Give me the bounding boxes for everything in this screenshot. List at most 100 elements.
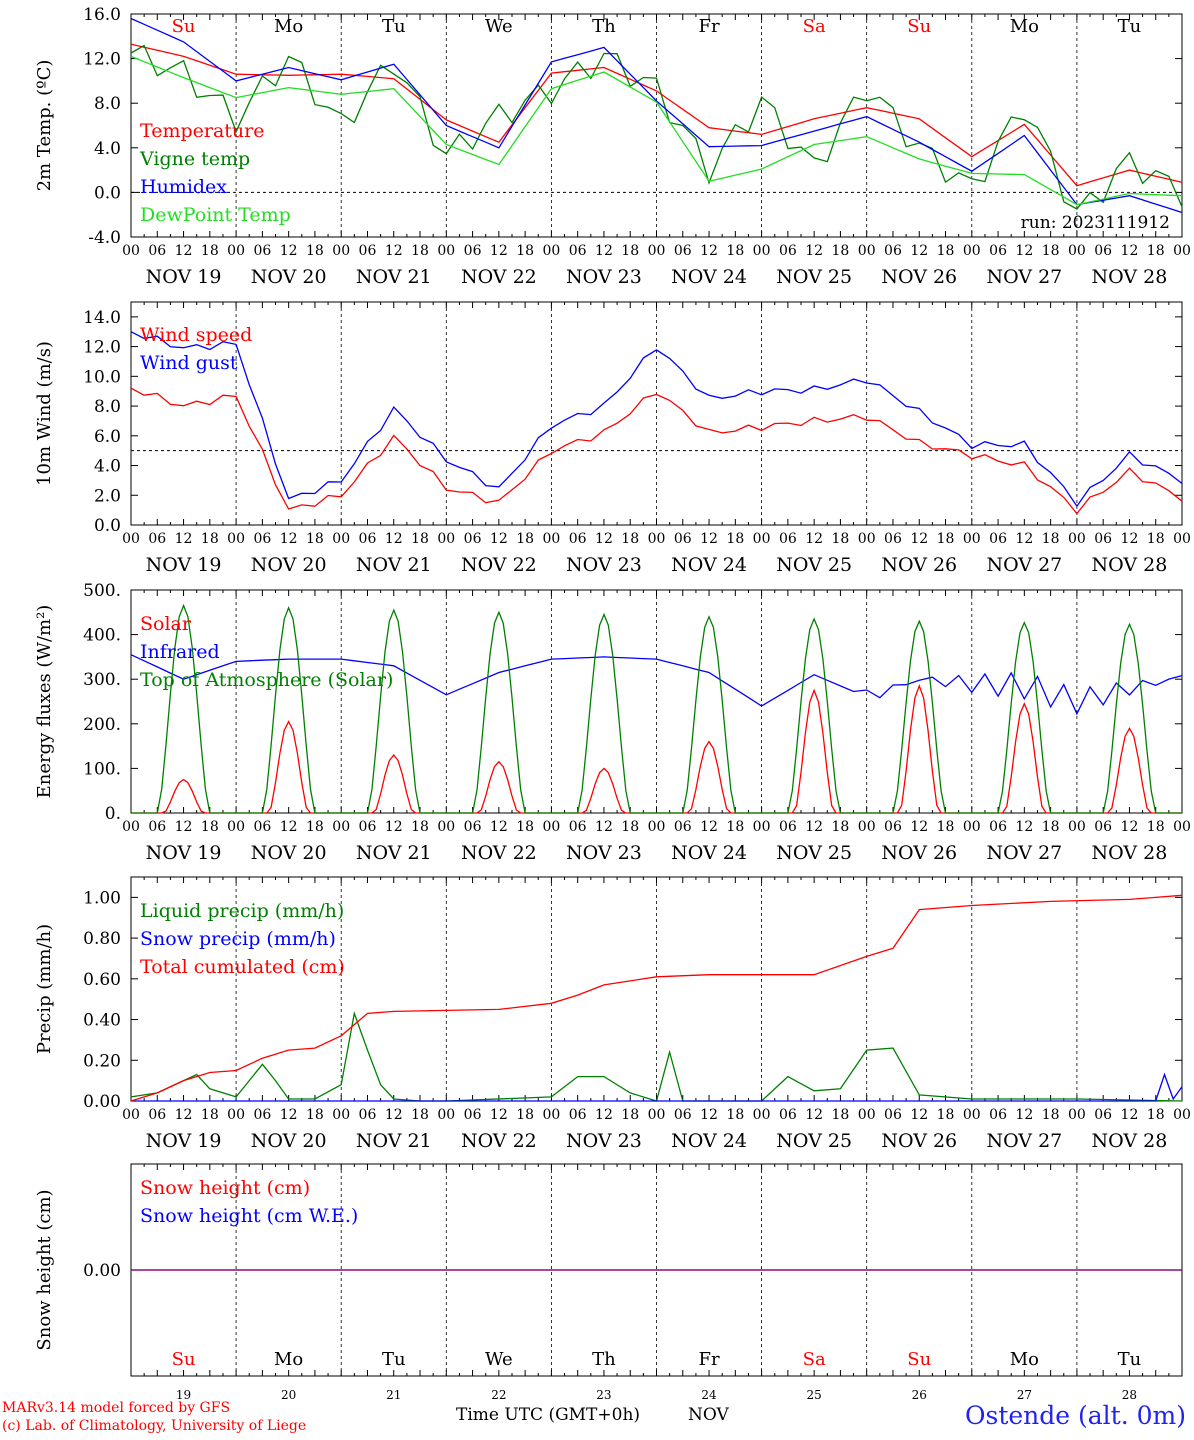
hour-tick-label: 06	[884, 819, 902, 835]
hour-tick-label: 12	[385, 1107, 403, 1123]
y-tick-label: 12.0	[83, 338, 121, 358]
hour-tick-label: 00	[1068, 1107, 1086, 1123]
y-axis-label: 2m Temp. (ºC)	[34, 60, 55, 192]
hour-tick-label: 18	[726, 243, 744, 259]
day-label: NOV 22	[461, 266, 537, 288]
hour-tick-label: 06	[359, 531, 377, 547]
hour-tick-label: 18	[201, 1107, 219, 1123]
weekday-label: Su	[172, 16, 196, 37]
hour-tick-label: 18	[1147, 531, 1165, 547]
hour-tick-label: 12	[175, 531, 193, 547]
weekday-label: Mo	[274, 1349, 303, 1370]
hour-tick-label: 00	[963, 531, 981, 547]
hour-tick-label: 06	[569, 1107, 587, 1123]
hour-tick-label: 00	[648, 243, 666, 259]
hour-tick-label: 18	[306, 531, 324, 547]
day-label: NOV 20	[251, 266, 327, 288]
legend-entry: Snow precip (mm/h)	[140, 928, 336, 950]
hour-tick-label: 18	[306, 243, 324, 259]
hour-tick-label: 00	[542, 531, 560, 547]
y-tick-label: 200.	[83, 715, 121, 735]
weekday-label: Mo	[1010, 16, 1039, 37]
y-tick-label: 0.60	[83, 970, 121, 990]
hour-tick-label: 18	[1147, 243, 1165, 259]
hour-tick-label: 00	[122, 531, 140, 547]
hour-tick-label: 00	[858, 531, 876, 547]
hour-tick-label: 12	[1121, 1107, 1139, 1123]
y-tick-label: 0.	[105, 804, 121, 824]
weekday-label: Tu	[382, 16, 406, 37]
day-label: NOV 23	[566, 842, 642, 864]
hour-tick-label: 00	[1173, 819, 1191, 835]
y-tick-label: 0.00	[83, 1092, 121, 1112]
panel-2	[130, 301, 1183, 526]
hour-tick-label: 06	[148, 819, 166, 835]
day-label: NOV 23	[566, 266, 642, 288]
day-label: NOV 26	[881, 554, 957, 576]
legend-entry: Wind gust	[140, 352, 238, 374]
y-tick-label: 0.0	[94, 516, 121, 536]
y-axis-label: Energy fluxes (W/m²)	[34, 605, 55, 799]
hour-tick-label: 00	[753, 819, 771, 835]
day-label: NOV 21	[356, 1130, 432, 1152]
hour-tick-label: 06	[569, 819, 587, 835]
hour-tick-label: 18	[516, 1107, 534, 1123]
weekday-label: Mo	[1010, 1349, 1039, 1370]
legend-entry: Vigne temp	[139, 148, 250, 170]
hour-tick-label: 12	[595, 243, 613, 259]
y-tick-label: 0.20	[83, 1051, 121, 1071]
hour-tick-label: 18	[726, 531, 744, 547]
day-label: NOV 21	[356, 554, 432, 576]
hour-tick-label: 06	[884, 1107, 902, 1123]
day-number-label: 23	[596, 1388, 611, 1402]
hour-tick-label: 06	[674, 531, 692, 547]
hour-tick-label: 18	[726, 819, 744, 835]
hour-tick-label: 12	[280, 819, 298, 835]
hour-tick-label: 18	[1042, 1107, 1060, 1123]
hour-tick-label: 18	[411, 1107, 429, 1123]
weekday-label: Su	[172, 1349, 196, 1370]
series-line-wind-speed	[130, 387, 1183, 515]
hour-tick-label: 06	[148, 531, 166, 547]
panel-4	[130, 876, 1183, 1102]
hour-tick-label: 18	[937, 243, 955, 259]
hour-tick-label: 06	[148, 1107, 166, 1123]
legend-entry: Top of Atmosphere (Solar)	[140, 669, 393, 691]
hour-tick-label: 18	[621, 1107, 639, 1123]
hour-tick-label: 18	[832, 531, 850, 547]
series-line-vigne-temp	[130, 44, 1183, 210]
hour-tick-label: 18	[411, 243, 429, 259]
day-label: NOV 23	[566, 554, 642, 576]
hour-tick-label: 06	[779, 531, 797, 547]
y-tick-label: 4.0	[94, 139, 121, 159]
y-tick-label: 300.	[83, 670, 121, 690]
weekday-label: We	[485, 1349, 513, 1370]
hour-tick-label: 06	[989, 819, 1007, 835]
hour-tick-label: 06	[989, 1107, 1007, 1123]
day-label: NOV 25	[776, 842, 852, 864]
series-line-wind-gust	[130, 331, 1183, 508]
y-tick-label: 0.40	[83, 1011, 121, 1031]
hour-tick-label: 00	[1173, 1107, 1191, 1123]
day-label: NOV 21	[356, 842, 432, 864]
day-label: NOV 28	[1092, 1130, 1168, 1152]
hour-tick-label: 12	[1121, 819, 1139, 835]
hour-tick-label: 18	[937, 1107, 955, 1123]
run-annotation: run: 2023111912	[1021, 213, 1170, 233]
hour-tick-label: 18	[832, 819, 850, 835]
hour-tick-label: 18	[516, 531, 534, 547]
hour-tick-label: 12	[805, 531, 823, 547]
series-line-dewpoint-temp	[130, 55, 1183, 206]
hour-tick-label: 00	[437, 243, 455, 259]
hour-tick-label: 06	[148, 243, 166, 259]
hour-tick-label: 18	[306, 819, 324, 835]
hour-tick-label: 12	[595, 1107, 613, 1123]
hour-tick-label: 00	[1068, 243, 1086, 259]
hour-tick-label: 12	[280, 1107, 298, 1123]
day-number-label: 27	[1017, 1388, 1032, 1402]
hour-tick-label: 12	[490, 819, 508, 835]
weekday-label: Su	[907, 1349, 931, 1370]
hour-tick-label: 00	[1068, 819, 1086, 835]
weekday-label: Su	[907, 16, 931, 37]
y-tick-label: 14.0	[83, 308, 121, 328]
